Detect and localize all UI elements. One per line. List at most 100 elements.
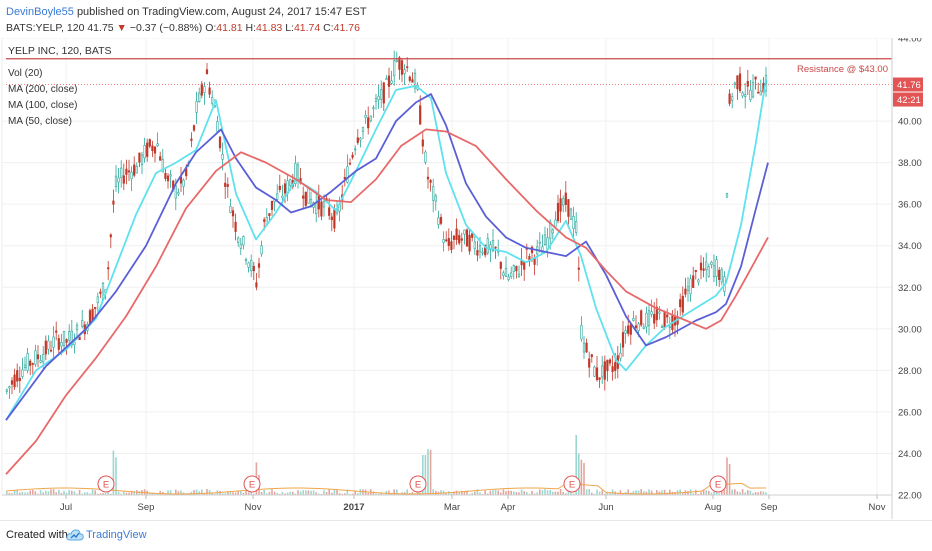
volume-bar [585,489,588,495]
volume-bar [214,493,216,495]
earnings-marker-label: E [415,480,421,491]
tradingview-cloud-icon [66,529,84,541]
candle-body [694,270,697,272]
volume-bar [29,490,31,495]
candle-body [624,330,627,334]
candle-body [351,154,354,158]
volume-bar [242,492,245,495]
volume-bar [458,492,460,495]
y-tick-label: 44.00 [898,38,922,45]
candle-body [447,238,450,246]
volume-bar [429,449,432,495]
candle-body [400,60,404,75]
volume-bar [341,493,343,495]
volume-bar [528,493,531,495]
volume-bar [747,490,749,495]
volume-bar [559,489,562,495]
volume-bar [695,489,697,495]
candle-body [26,353,29,371]
candle-body [484,244,487,256]
volume-bar [453,491,455,495]
volume-bar [224,493,226,495]
volume-bar [609,492,611,495]
volume-bar [445,492,447,495]
candle-body [640,310,643,326]
volume-bar [32,489,34,495]
candle-body [31,363,34,365]
candle-body [114,175,118,187]
volume-bar [679,489,681,495]
candle-body [728,93,731,104]
volume-bar [253,493,255,495]
candle-body [330,216,333,221]
volume-bar [73,491,76,495]
candle-body [39,360,42,363]
candle-body [304,191,307,206]
volume-bar [279,493,281,495]
volume-bar [734,489,736,495]
candle-body [283,183,287,194]
volume-bar [211,492,213,495]
candle-body [348,162,352,165]
candle-body [458,235,461,244]
volume-bar [133,491,135,495]
volume-bar [130,490,133,495]
candle-body [367,117,370,129]
volume-bar [203,493,206,495]
volume-bar [104,493,107,495]
candle-body [736,75,739,90]
ma50-line [5,79,767,421]
y-tick-label: 40.00 [898,117,922,128]
volume-bar [302,490,304,495]
volume-bar [533,493,536,495]
earnings-marker [97,475,115,493]
candle-body [151,145,154,151]
volume-bar [765,492,767,495]
volume-bar [8,492,11,495]
volume-bar [305,490,307,495]
candle-body [510,272,513,278]
volume-bar [117,491,120,495]
volume-bar [617,493,619,495]
volume-bar [68,489,70,495]
price-chart[interactable]: Resistance @ $43.00 E E E E E 22.00 24.00 26.0… [0,38,932,520]
candle-body [598,377,601,380]
volume-ma-line [5,482,767,495]
volume-bar [494,489,497,495]
candle-body [569,208,573,220]
tradingview-brand[interactable]: TradingView [86,529,147,541]
candle-body [632,318,635,321]
candle-body [203,86,206,93]
volume-bar [596,489,598,495]
earnings-marker [243,475,261,493]
low-value: 41.74 [293,22,321,34]
volume-bar [63,490,65,495]
candle-body [221,154,224,160]
candle-body [161,159,164,173]
candle-body [49,349,53,352]
published-text: published on TradingView.com, August 24,… [76,6,367,18]
volume-bar [19,492,21,495]
volume-bar [728,463,731,495]
earnings-marker [563,475,581,493]
volume-bar [143,489,146,495]
author-link[interactable]: DevinBoyle55 [6,6,74,18]
candle-body [403,69,406,74]
volume-bar [627,489,629,495]
candle-body [65,339,68,343]
candle-body [382,82,385,104]
y-tick-label: 32.00 [898,283,922,294]
volume-bar [687,491,689,495]
candle-body [741,92,744,97]
volume-bar [377,493,380,495]
volume-bar [718,493,720,495]
candle-body [486,238,489,254]
candle-body [237,237,240,244]
volume-bar [393,489,395,495]
candle-body [239,243,242,249]
earnings-marker-label: E [249,480,255,491]
candle-body [57,338,60,350]
volume-bar [13,490,16,495]
candle-body [125,168,128,175]
candle-body [346,166,349,183]
